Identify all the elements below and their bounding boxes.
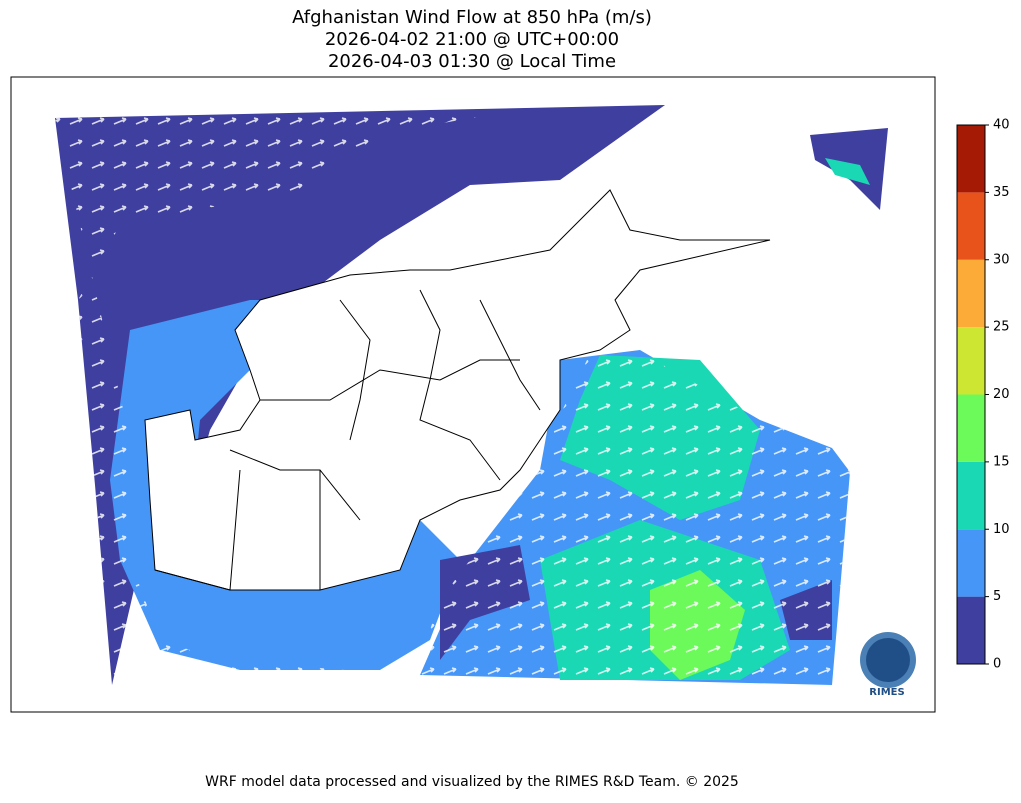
colorbar-band bbox=[957, 125, 985, 193]
colorbar-tick-label: 40 bbox=[993, 118, 1010, 133]
colorbar-band bbox=[957, 596, 985, 664]
colorbar-tick-label: 30 bbox=[993, 252, 1010, 267]
colorbar-band bbox=[957, 529, 985, 597]
colorbar-tick-label: 0 bbox=[993, 657, 1001, 672]
colorbar-tick-label: 5 bbox=[993, 589, 1001, 604]
colorbar-tick-label: 10 bbox=[993, 522, 1010, 537]
logo-text: RIMES bbox=[869, 687, 904, 698]
colorbar-tick-label: 15 bbox=[993, 454, 1010, 469]
colorbar-tick-label: 20 bbox=[993, 387, 1010, 402]
afghanistan-no-data bbox=[144, 189, 771, 591]
colorbar-band bbox=[957, 192, 985, 260]
title-line: Afghanistan Wind Flow at 850 hPa (m/s) bbox=[292, 7, 652, 28]
colorbar-tick-label: 25 bbox=[993, 320, 1010, 335]
title-line: 2026-04-02 21:00 @ UTC+00:00 bbox=[325, 29, 619, 50]
map-frame bbox=[10, 76, 936, 713]
colorbar-tick-label: 35 bbox=[993, 185, 1010, 200]
colorbar-band bbox=[957, 461, 985, 530]
title-block: Afghanistan Wind Flow at 850 hPa (m/s) 2… bbox=[292, 7, 652, 72]
title-line: 2026-04-03 01:30 @ Local Time bbox=[328, 51, 616, 72]
footer: WRF model data processed and visualized … bbox=[205, 774, 739, 790]
colorbar-band bbox=[957, 394, 985, 462]
colorbar-band bbox=[957, 259, 985, 328]
colorbar: 0 5 10 15 20 25 30 35 40 bbox=[956, 118, 1010, 672]
logo: RIMES bbox=[860, 632, 916, 698]
colorbar-band bbox=[957, 327, 985, 395]
